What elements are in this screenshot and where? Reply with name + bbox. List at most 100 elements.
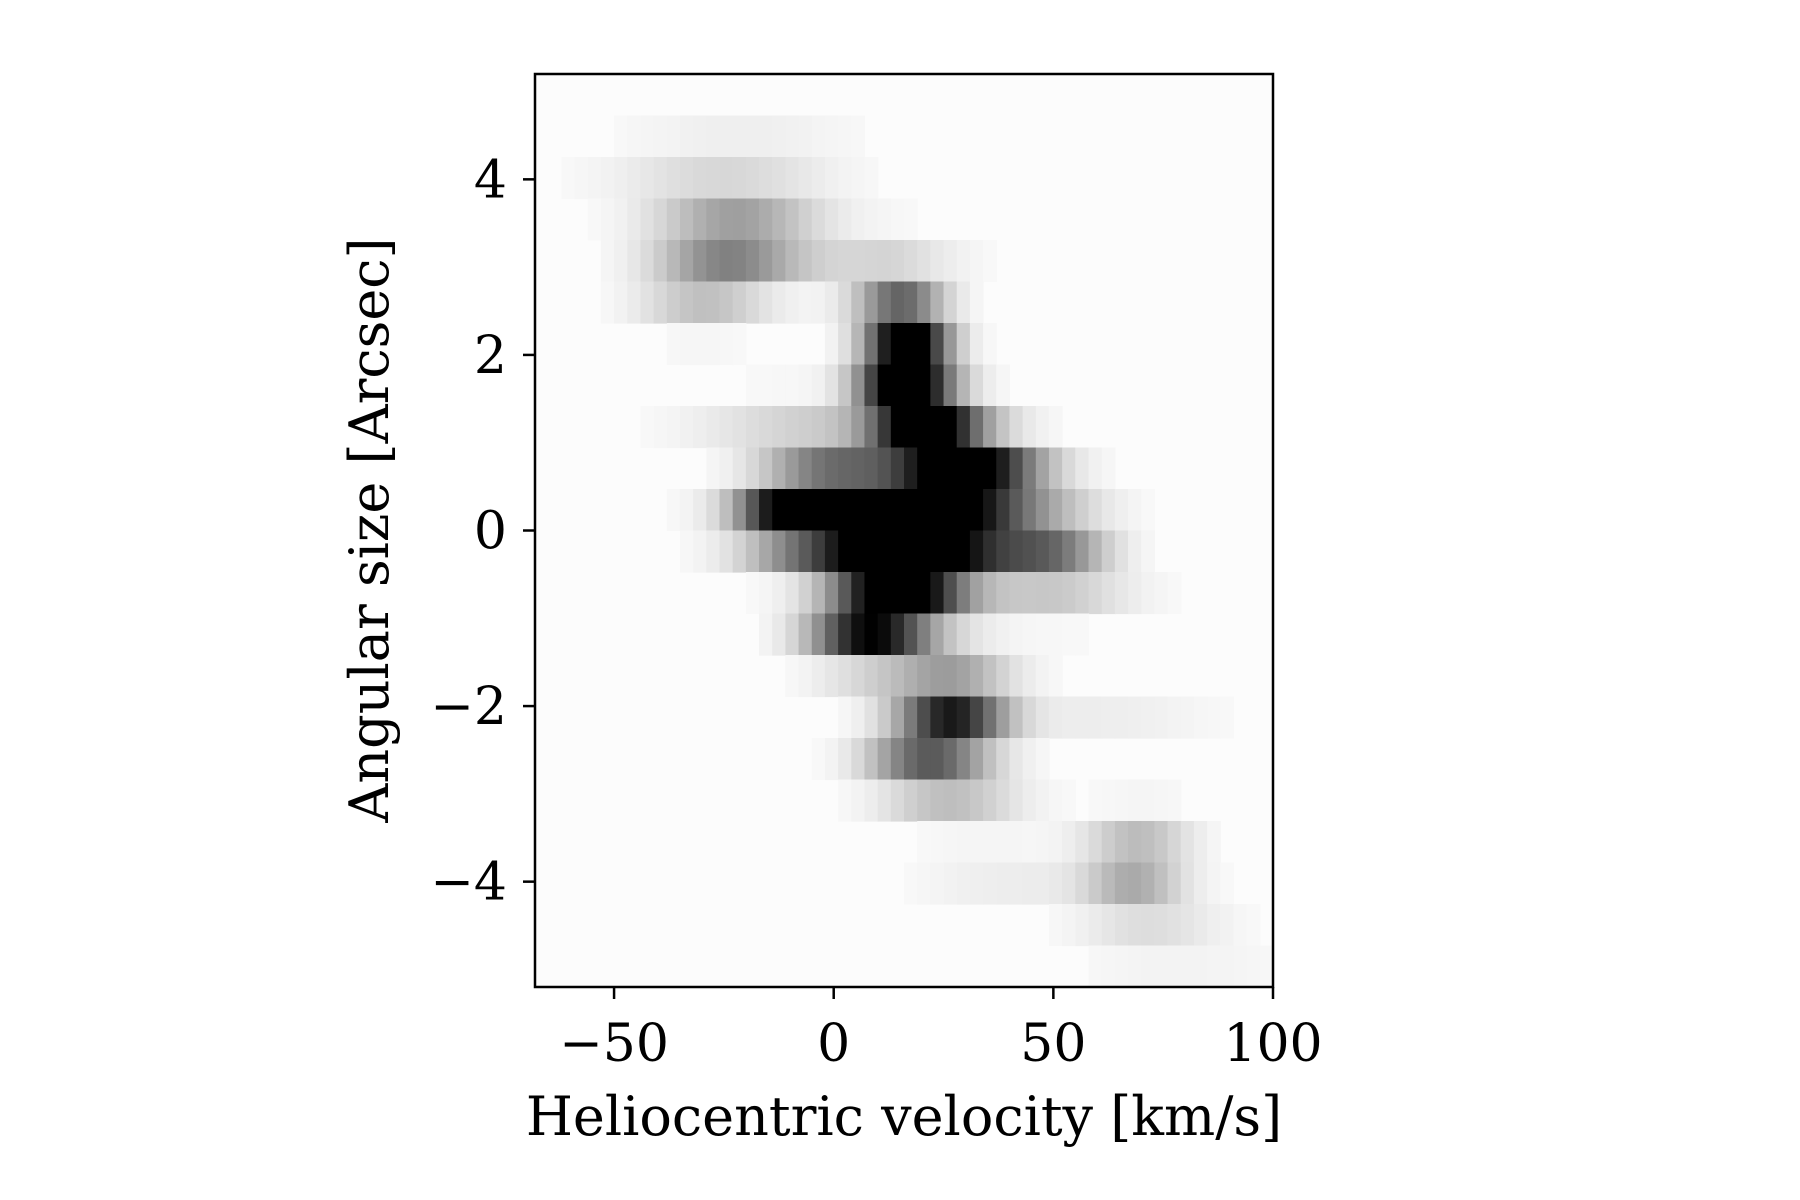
heatmap-cell	[877, 613, 892, 656]
heatmap-cell	[772, 364, 786, 407]
heatmap-cell	[798, 489, 813, 532]
heatmap-cell	[679, 115, 694, 158]
heatmap-cell	[1035, 779, 1050, 822]
heatmap-cell	[627, 240, 642, 283]
heatmap-cell	[679, 157, 694, 200]
heatmap-cell	[1193, 904, 1208, 947]
heatmap-cell	[666, 198, 681, 241]
heatmap-cell	[811, 406, 826, 449]
heatmap-cell	[811, 281, 826, 324]
heatmap-cell	[1062, 862, 1076, 905]
heatmap-cell	[851, 738, 866, 781]
heatmap-cell	[679, 406, 694, 449]
heatmap-cell	[1022, 821, 1037, 864]
heatmap-cell	[983, 406, 997, 449]
heatmap-cell	[1246, 904, 1261, 947]
heatmap-cell	[851, 281, 866, 324]
heatmap-cell	[930, 240, 945, 283]
heatmap-cell	[653, 281, 668, 324]
heatmap-cell	[1075, 489, 1090, 532]
heatmap-cell	[943, 406, 958, 449]
heatmap-cell	[745, 198, 760, 241]
heatmap-cell	[904, 738, 918, 781]
heatmap-cell	[732, 281, 747, 324]
heatmap-cell	[1062, 489, 1076, 532]
heatmap-cell	[1259, 945, 1274, 988]
heatmap-cell	[1220, 904, 1235, 947]
heatmap-cell	[824, 530, 839, 573]
x-tick-label: 0	[817, 1014, 850, 1074]
heatmap-cell	[890, 198, 905, 241]
heatmap-cell	[1048, 406, 1063, 449]
heatmap-cell	[1154, 904, 1169, 947]
y-axis-title: Angular size [Arcsec]	[338, 237, 401, 823]
heatmap-cell	[785, 572, 800, 615]
heatmap-cell	[956, 738, 971, 781]
heatmap-cell	[772, 613, 786, 656]
heatmap-cell	[877, 364, 892, 407]
heatmap-cell	[904, 655, 918, 698]
heatmap-cell	[772, 281, 786, 324]
heatmap-cell	[1114, 821, 1129, 864]
heatmap-cell	[732, 489, 747, 532]
heatmap-cell	[772, 530, 786, 573]
heatmap-cell	[811, 364, 826, 407]
heatmap-cell	[930, 530, 945, 573]
heatmap-cell	[679, 240, 694, 283]
heatmap-cell	[890, 281, 905, 324]
heatmap-cell	[917, 281, 931, 324]
heatmap-cell	[890, 406, 905, 449]
heatmap-cell	[1062, 779, 1076, 822]
heatmap-cell	[956, 779, 971, 822]
heatmap-cell	[732, 447, 747, 490]
heatmap-cell	[983, 489, 997, 532]
heatmap-cell	[666, 281, 681, 324]
heatmap-cell	[1048, 655, 1063, 698]
heatmap-cell	[930, 862, 945, 905]
heatmap-cell	[706, 115, 721, 158]
heatmap-cell	[1075, 904, 1090, 947]
heatmap-cell	[1180, 821, 1195, 864]
heatmap-cell	[824, 655, 839, 698]
heatmap-cell	[798, 406, 813, 449]
heatmap-cell	[917, 821, 931, 864]
heatmap-cell	[917, 406, 931, 449]
heatmap-cell	[614, 157, 628, 200]
heatmap-cell	[1035, 655, 1050, 698]
heatmap-cell	[956, 572, 971, 615]
heatmap-cell	[759, 447, 773, 490]
y-tick-label: 4	[474, 150, 507, 210]
heatmap-cell	[1009, 613, 1024, 656]
heatmap-cell	[785, 115, 800, 158]
heatmap-cell	[1154, 779, 1169, 822]
heatmap-cell	[930, 613, 945, 656]
heatmap-cell	[1088, 821, 1103, 864]
heatmap-cell	[706, 240, 721, 283]
heatmap-cell	[1075, 572, 1090, 615]
heatmap-cell	[1088, 447, 1103, 490]
heatmap-cell	[983, 738, 997, 781]
heatmap-cell	[864, 323, 879, 366]
heatmap-cell	[890, 323, 905, 366]
heatmap-cell	[1088, 530, 1103, 573]
heatmap-cell	[693, 530, 707, 573]
heatmap-cell	[785, 198, 800, 241]
heatmap-cell	[1022, 447, 1037, 490]
heatmap-cell	[1114, 489, 1129, 532]
heatmap-cell	[772, 406, 786, 449]
heatmap-cell	[838, 613, 852, 656]
heatmap-cell	[917, 862, 931, 905]
heatmap-cell	[640, 281, 655, 324]
heatmap-cell	[1207, 696, 1221, 739]
heatmap-cell	[969, 489, 984, 532]
heatmap-cell	[811, 240, 826, 283]
heatmap-cell	[864, 157, 879, 200]
heatmap-cell	[996, 447, 1011, 490]
x-tick-label: −50	[559, 1014, 669, 1074]
heatmap-cell	[838, 779, 852, 822]
heatmap-cell	[824, 240, 839, 283]
heatmap-cell	[877, 489, 892, 532]
heatmap-cell	[904, 530, 918, 573]
heatmap-cell	[969, 613, 984, 656]
heatmap-cell	[917, 323, 931, 366]
